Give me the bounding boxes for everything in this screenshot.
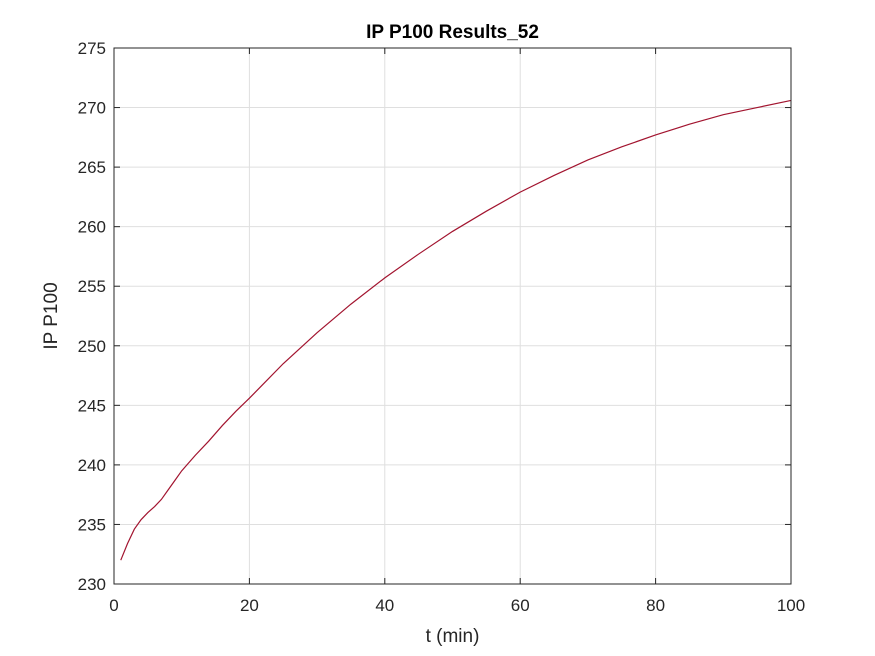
x-tick-label: 80 — [646, 596, 665, 615]
y-tick-label: 245 — [78, 396, 106, 415]
axes-box — [113, 47, 792, 585]
series-line — [120, 99, 792, 561]
y-tick-label: 230 — [78, 575, 106, 594]
chart-title: IP P100 Results_52 — [366, 22, 539, 43]
y-axis-label: IP P100 — [41, 282, 62, 349]
x-tick-label: 40 — [375, 596, 394, 615]
y-tick-label: 260 — [78, 218, 106, 237]
y-tick-label: 275 — [78, 39, 106, 58]
series-layer — [120, 99, 792, 561]
x-tick-label: 100 — [777, 596, 805, 615]
x-tick-label: 20 — [240, 596, 259, 615]
y-tick-label: 265 — [78, 158, 106, 177]
y-tick-label: 270 — [78, 99, 106, 118]
y-tick-label: 250 — [78, 337, 106, 356]
x-axis-label: t (min) — [426, 626, 480, 647]
y-tick-label: 240 — [78, 456, 106, 475]
x-tick-label: 60 — [511, 596, 530, 615]
y-tick-label: 235 — [78, 515, 106, 534]
x-tick-label: 0 — [109, 596, 118, 615]
ticks: 0 20 40 60 80 100 230 235 240 245 250 255 260 265 270 2… — [78, 39, 806, 615]
y-tick-label: 255 — [78, 277, 106, 296]
